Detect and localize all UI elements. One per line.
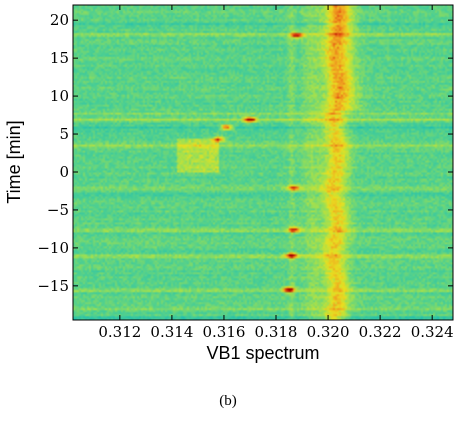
y-axis-label: Time [min] [4, 120, 24, 203]
x-tick-label: 0.322 [359, 323, 402, 341]
y-axis-ticks: −15 −10 −5 0 5 10 15 20 [37, 11, 453, 295]
y-tick-label: 10 [50, 87, 69, 105]
y-tick-label: 5 [59, 125, 69, 143]
y-tick-label: −10 [37, 239, 69, 257]
y-tick-label: 0 [59, 163, 69, 181]
x-tick-label: 0.314 [150, 323, 193, 341]
x-tick-label: 0.312 [98, 323, 141, 341]
x-axis-ticks: 0.312 0.314 0.316 0.318 0.320 0.322 0.324 [98, 5, 454, 341]
x-tick-label: 0.320 [307, 323, 350, 341]
y-tick-label: 15 [50, 49, 69, 67]
spectrogram-heatmap [73, 5, 453, 320]
x-tick-label: 0.318 [255, 323, 298, 341]
y-tick-label: 20 [50, 11, 69, 29]
x-tick-label: 0.316 [202, 323, 245, 341]
x-axis-label: VB1 spectrum [206, 343, 319, 363]
y-tick-label: −15 [37, 277, 69, 295]
x-tick-label: 0.324 [411, 323, 454, 341]
y-tick-label: −5 [47, 201, 69, 219]
plot-frame [72, 4, 454, 321]
figure-caption: (b) [219, 393, 237, 409]
heatmap-plot-area [72, 4, 454, 321]
